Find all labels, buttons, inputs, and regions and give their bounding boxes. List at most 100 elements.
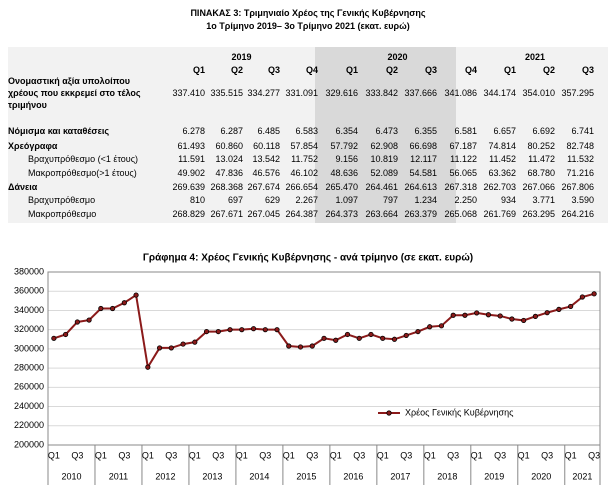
cell: 267.806: [561, 182, 594, 192]
cell: 57.792: [330, 141, 358, 151]
point: [380, 335, 386, 341]
y-tick-label: 200000: [14, 439, 44, 449]
cell: 267.045: [247, 209, 280, 219]
cell: 11.472: [528, 154, 555, 164]
row-label: Ονομαστική αξία υπολοίπου χρέους που εκκ…: [8, 76, 141, 110]
y-tick-label: 280000: [14, 362, 44, 372]
point: [145, 364, 151, 370]
x-group-label: 2017: [390, 471, 410, 481]
point: [427, 324, 433, 330]
legend-marker: [386, 410, 392, 416]
x-tick-label: Q1: [142, 450, 154, 460]
x-tick-label: Q3: [306, 450, 318, 460]
cell: 12.117: [410, 154, 437, 164]
row-label: Δάνεια: [8, 182, 38, 192]
y-tick-label: 260000: [14, 382, 44, 392]
cell: 46.102: [290, 168, 318, 178]
point: [333, 337, 339, 343]
x-group-label: 2020: [531, 471, 551, 481]
point: [356, 335, 362, 341]
point: [450, 312, 456, 318]
cell: 331.091: [285, 88, 318, 98]
cell: 62.908: [370, 141, 398, 151]
point: [133, 292, 139, 298]
x-tick-label: Q1: [565, 450, 577, 460]
quarter-header: Q3: [424, 65, 437, 75]
point: [168, 345, 174, 351]
cell: 63.362: [488, 168, 516, 178]
cell: 335.515: [210, 88, 243, 98]
cell: 60.118: [253, 141, 280, 151]
quarter-header: Q2: [230, 65, 243, 75]
cell: 265.068: [444, 209, 477, 219]
cell: 46.576: [252, 168, 280, 178]
point: [203, 328, 210, 335]
cell: 357.295: [561, 88, 594, 98]
x-tick-label: Q3: [118, 450, 130, 460]
x-tick-label: Q3: [165, 450, 177, 460]
point: [509, 316, 515, 322]
cell: 52.089: [370, 168, 398, 178]
cell: 267.671: [210, 209, 243, 219]
legend-label: Χρέος Γενικής Κυβέρνησης: [405, 407, 514, 417]
x-tick-label: Q3: [400, 450, 412, 460]
point: [579, 294, 585, 300]
cell: 810: [189, 195, 205, 205]
x-group-label: 2011: [109, 471, 128, 481]
cell: 82.748: [566, 141, 594, 151]
point: [192, 339, 198, 345]
cell: 49.902: [177, 168, 205, 178]
cell: 263.379: [404, 209, 437, 219]
x-tick-label: Q1: [95, 450, 107, 460]
cell: 264.373: [325, 209, 358, 219]
cell: 354.010: [522, 88, 555, 98]
y-tick-label: 320000: [14, 324, 44, 334]
row-label: Βραχυπρόθεσμο (<1 έτους): [28, 154, 139, 164]
quarter-header: Q3: [267, 65, 280, 75]
row-label: Χρεόγραφα: [8, 141, 58, 151]
x-tick-label: Q3: [353, 450, 365, 460]
x-group-label: 2013: [202, 471, 222, 481]
cell: 267.674: [247, 182, 280, 192]
point: [391, 336, 398, 342]
cell: 6.278: [182, 126, 205, 136]
cell: 61.493: [177, 141, 205, 151]
row-label: Μακροπρόθεσμο(>1 έτους): [28, 168, 137, 178]
cell: 11.452: [489, 154, 516, 164]
table-title: ΠΙΝΑΚΑΣ 3: Τριμηνιαίο Χρέος της Γενικής …: [190, 8, 426, 18]
cell: 6.741: [571, 126, 594, 136]
point: [215, 328, 221, 335]
point: [368, 331, 374, 338]
point: [239, 327, 245, 333]
cell: 11.532: [567, 154, 594, 164]
point: [438, 323, 445, 329]
point: [309, 343, 315, 349]
x-group-label: 2012: [155, 471, 175, 481]
row-label: Μακροπρόθεσμο: [28, 209, 97, 219]
cell: 6.355: [414, 126, 437, 136]
point: [227, 327, 233, 333]
quarter-header: Q1: [345, 65, 358, 75]
x-tick-label: Q1: [518, 450, 530, 460]
point: [286, 343, 292, 349]
cell: 6.657: [493, 126, 516, 136]
x-tick-label: Q1: [330, 450, 342, 460]
cell: 1.097: [335, 195, 358, 205]
x-group-label: 2019: [484, 471, 504, 481]
point: [415, 328, 421, 335]
cell: 264.216: [561, 209, 594, 219]
cell: 10.819: [370, 154, 398, 164]
y-tick-label: 300000: [14, 343, 44, 353]
point: [485, 312, 492, 318]
cell: 11.591: [178, 154, 205, 164]
quarter-header: Q2: [385, 65, 398, 75]
point: [250, 326, 257, 332]
x-tick-label: Q3: [212, 450, 224, 460]
cell: 329.616: [325, 88, 358, 98]
point: [51, 335, 57, 341]
highlight-column: [315, 47, 456, 223]
cell: 6.287: [220, 126, 243, 136]
cell: 333.842: [365, 88, 398, 98]
cell: 11.752: [291, 154, 318, 164]
cell: 67.187: [449, 141, 477, 151]
